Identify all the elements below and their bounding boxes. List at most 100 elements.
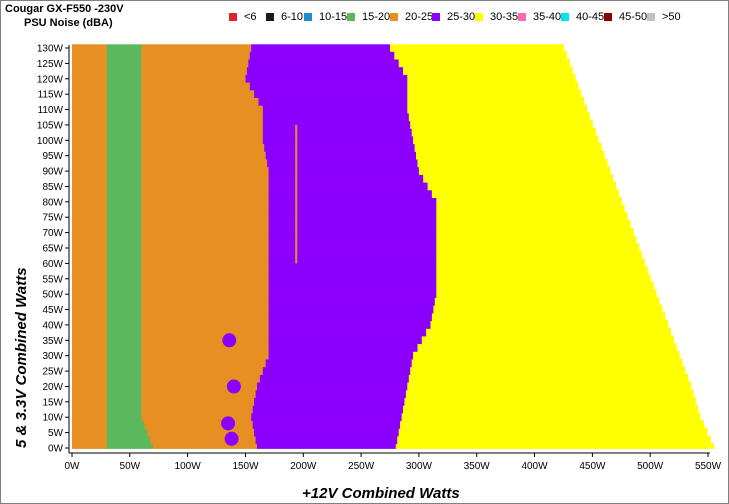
heatmap-cell <box>106 174 142 183</box>
heatmap-cell <box>410 120 593 129</box>
legend-item: 25-30 <box>432 11 475 23</box>
heatmap-cell <box>72 220 108 229</box>
heatmap-cell <box>262 112 410 122</box>
heatmap-cell <box>268 212 437 222</box>
heatmap-cell <box>72 412 108 422</box>
heatmap-cell <box>255 435 398 445</box>
heatmap-cell <box>106 189 142 198</box>
y-tick-label: 50W <box>42 290 63 301</box>
heatmap-cell <box>106 274 142 283</box>
heatmap-cell <box>141 44 252 52</box>
heatmap-cell <box>246 66 404 75</box>
heatmap-cell <box>141 66 248 75</box>
heatmap-cell <box>106 427 148 437</box>
legend-swatch <box>390 13 398 21</box>
heatmap-cell <box>106 381 142 391</box>
heatmap-cell <box>141 412 252 422</box>
heatmap-cell <box>407 381 692 391</box>
heatmap-cell <box>403 404 699 414</box>
heatmap-cell <box>141 258 270 268</box>
heatmap-cell <box>416 150 605 160</box>
heatmap-cell <box>106 158 142 168</box>
legend-swatch <box>347 13 355 21</box>
y-tick-label: 70W <box>42 228 63 239</box>
heatmap-cell <box>141 212 270 222</box>
axes: 0W 5W 10W 15W 20W 25W 30W 35W 40W 45W 50W 55W 60W 65W… <box>37 44 722 473</box>
heatmap-cell <box>436 266 648 275</box>
heatmap-cell <box>141 274 270 283</box>
heatmap-cell <box>106 358 142 368</box>
heatmap-cell <box>72 174 108 183</box>
heatmap-cell <box>268 181 429 191</box>
heatmap-cell <box>436 197 622 206</box>
heatmap-cell <box>72 189 108 198</box>
heatmap-cell <box>106 135 142 145</box>
heatmap-cell <box>394 50 567 60</box>
heatmap-cell <box>407 74 576 83</box>
heatmap-cell <box>72 89 108 98</box>
heatmap-cell <box>141 327 270 337</box>
heatmap-cell <box>144 420 254 429</box>
heatmap-cell <box>106 250 142 260</box>
heatmap-cell <box>413 135 599 145</box>
heatmap-cell <box>421 335 674 345</box>
heatmap-cell <box>106 412 142 422</box>
heatmap-cell <box>106 327 142 337</box>
heatmap-cell <box>106 243 142 252</box>
heatmap-cell <box>141 358 267 368</box>
heatmap-cell <box>72 289 108 298</box>
heatmap-cell <box>106 304 142 314</box>
heatmap-cell <box>72 427 108 437</box>
heatmap-cell <box>72 150 108 160</box>
heatmap-cell <box>268 174 424 183</box>
heatmap-cell <box>141 143 265 152</box>
y-tick-label: 45W <box>42 305 63 316</box>
legend-item: 10-15 <box>304 11 347 23</box>
heatmap-cell <box>254 397 405 406</box>
legend-label: 15-20 <box>362 11 391 23</box>
heatmap-cell <box>72 366 108 375</box>
y-tick-label: 30W <box>42 351 63 362</box>
heatmap-cell <box>72 104 108 114</box>
heatmap-cell <box>407 97 585 106</box>
heatmap-cell <box>106 235 142 245</box>
heatmap-cell <box>407 89 582 98</box>
heatmap-cell <box>249 50 395 60</box>
heatmap-cell <box>255 389 407 398</box>
heatmap-cell <box>245 74 408 83</box>
heatmap-cell <box>141 235 270 245</box>
heatmap-cell <box>254 427 400 437</box>
heatmap-cell <box>268 235 437 245</box>
heatmap-cell <box>268 297 436 306</box>
x-tick-label: 550W <box>695 461 722 472</box>
heatmap-cell <box>405 389 694 398</box>
heatmap-cell <box>141 135 264 145</box>
y-tick-label: 95W <box>42 151 63 162</box>
heatmap-cell <box>106 420 145 429</box>
heatmap-cell <box>72 143 108 152</box>
heatmap-cell <box>254 89 408 98</box>
heatmap-cell <box>72 304 108 314</box>
heatmap-cell <box>267 158 418 168</box>
heatmap-cell <box>141 204 270 214</box>
legend-item: 45-50 <box>604 11 647 23</box>
legend-swatch <box>604 13 612 21</box>
heatmap-cell <box>411 358 683 368</box>
heatmap-cell <box>268 281 437 291</box>
heatmap-cell <box>152 443 258 449</box>
heatmap-cell <box>403 66 573 75</box>
heatmap-cell <box>106 120 142 129</box>
heatmap-cell <box>106 335 142 345</box>
heatmap-cell <box>411 127 596 137</box>
heatmap-cell <box>72 327 108 337</box>
legend-label: 45-50 <box>619 11 648 23</box>
heatmap-cell <box>106 350 142 360</box>
heatmap-cell <box>141 220 270 229</box>
heatmap-cell <box>436 281 654 291</box>
heatmap-cell <box>106 397 142 406</box>
heatmap-cell <box>72 135 108 145</box>
heatmap-cell <box>268 343 418 352</box>
heatmap-cell <box>141 350 270 360</box>
heatmap-cell <box>262 127 413 137</box>
heatmap-cell <box>262 104 408 114</box>
